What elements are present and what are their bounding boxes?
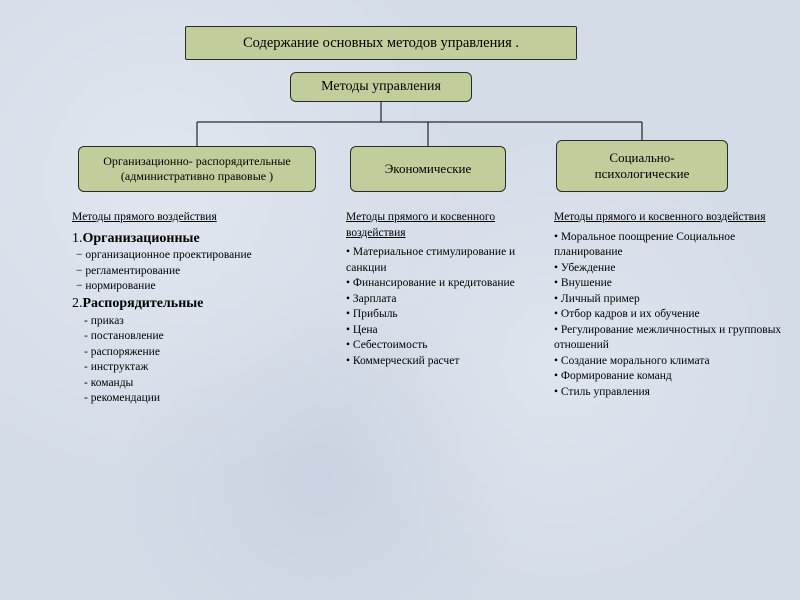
subtitle-text: Методы управления <box>321 78 441 96</box>
list-item: Личный пример <box>554 292 784 308</box>
col2-heading: Методы прямого и косвенного воздействия <box>346 210 542 241</box>
list-item: Коммерческий расчет <box>346 354 542 370</box>
list-item: Убеждение <box>554 261 784 277</box>
category-box-3: Социально-психологические <box>556 140 728 192</box>
category-box-2: Экономические <box>350 146 506 192</box>
list-item: Прибыль <box>346 307 542 323</box>
col1-heading: Методы прямого воздействия <box>72 210 332 226</box>
list-item: Себестоимость <box>346 338 542 354</box>
column-1: Методы прямого воздействия 1.Организацио… <box>72 210 332 407</box>
list-item: команды <box>84 376 332 392</box>
list-item: Зарплата <box>346 292 542 308</box>
list-item: Отбор кадров и их обучение <box>554 307 784 323</box>
list-item: Стиль управления <box>554 385 784 401</box>
list-item: нормирование <box>76 279 332 295</box>
list-item: Регулирование межличностных и групповых … <box>554 323 784 354</box>
col1-section1-title: 1.Организационные <box>72 230 332 249</box>
column-3: Методы прямого и косвенного воздействия … <box>554 210 784 400</box>
list-item: Формирование команд <box>554 369 784 385</box>
column-2: Методы прямого и косвенного воздействия … <box>346 210 542 369</box>
category-2-label: Экономические <box>385 161 472 177</box>
col3-list: Моральное поощрение Социальное планирова… <box>554 230 784 401</box>
list-item: Материальное стимулирование и санкции <box>346 245 542 276</box>
list-item: постановление <box>84 329 332 345</box>
col1-section2-title: 2.Распорядительные <box>72 295 332 314</box>
col2-list: Материальное стимулирование и санкцииФин… <box>346 245 542 369</box>
category-1-label: Организационно- распорядительные (админи… <box>87 154 307 184</box>
title-box: Содержание основных методов управления . <box>185 26 577 60</box>
list-item: рекомендации <box>84 391 332 407</box>
list-item: Внушение <box>554 276 784 292</box>
col3-heading: Методы прямого и косвенного воздействия <box>554 210 784 226</box>
list-item: организационное проектирование <box>76 248 332 264</box>
col1-section1-list: организационное проектированиерегламенти… <box>72 248 332 295</box>
subtitle-box: Методы управления <box>290 72 472 102</box>
list-item: инструктаж <box>84 360 332 376</box>
list-item: Финансирование и кредитование <box>346 276 542 292</box>
list-item: приказ <box>84 314 332 330</box>
category-3-label: Социально-психологические <box>565 150 719 183</box>
list-item: Цена <box>346 323 542 339</box>
title-text: Содержание основных методов управления . <box>243 34 519 52</box>
category-box-1: Организационно- распорядительные (админи… <box>78 146 316 192</box>
list-item: Моральное поощрение Социальное планирова… <box>554 230 784 261</box>
list-item: распоряжение <box>84 345 332 361</box>
list-item: Создание морального климата <box>554 354 784 370</box>
list-item: регламентирование <box>76 264 332 280</box>
col1-section2-list: приказпостановлениераспоряжениеинструкта… <box>72 314 332 407</box>
